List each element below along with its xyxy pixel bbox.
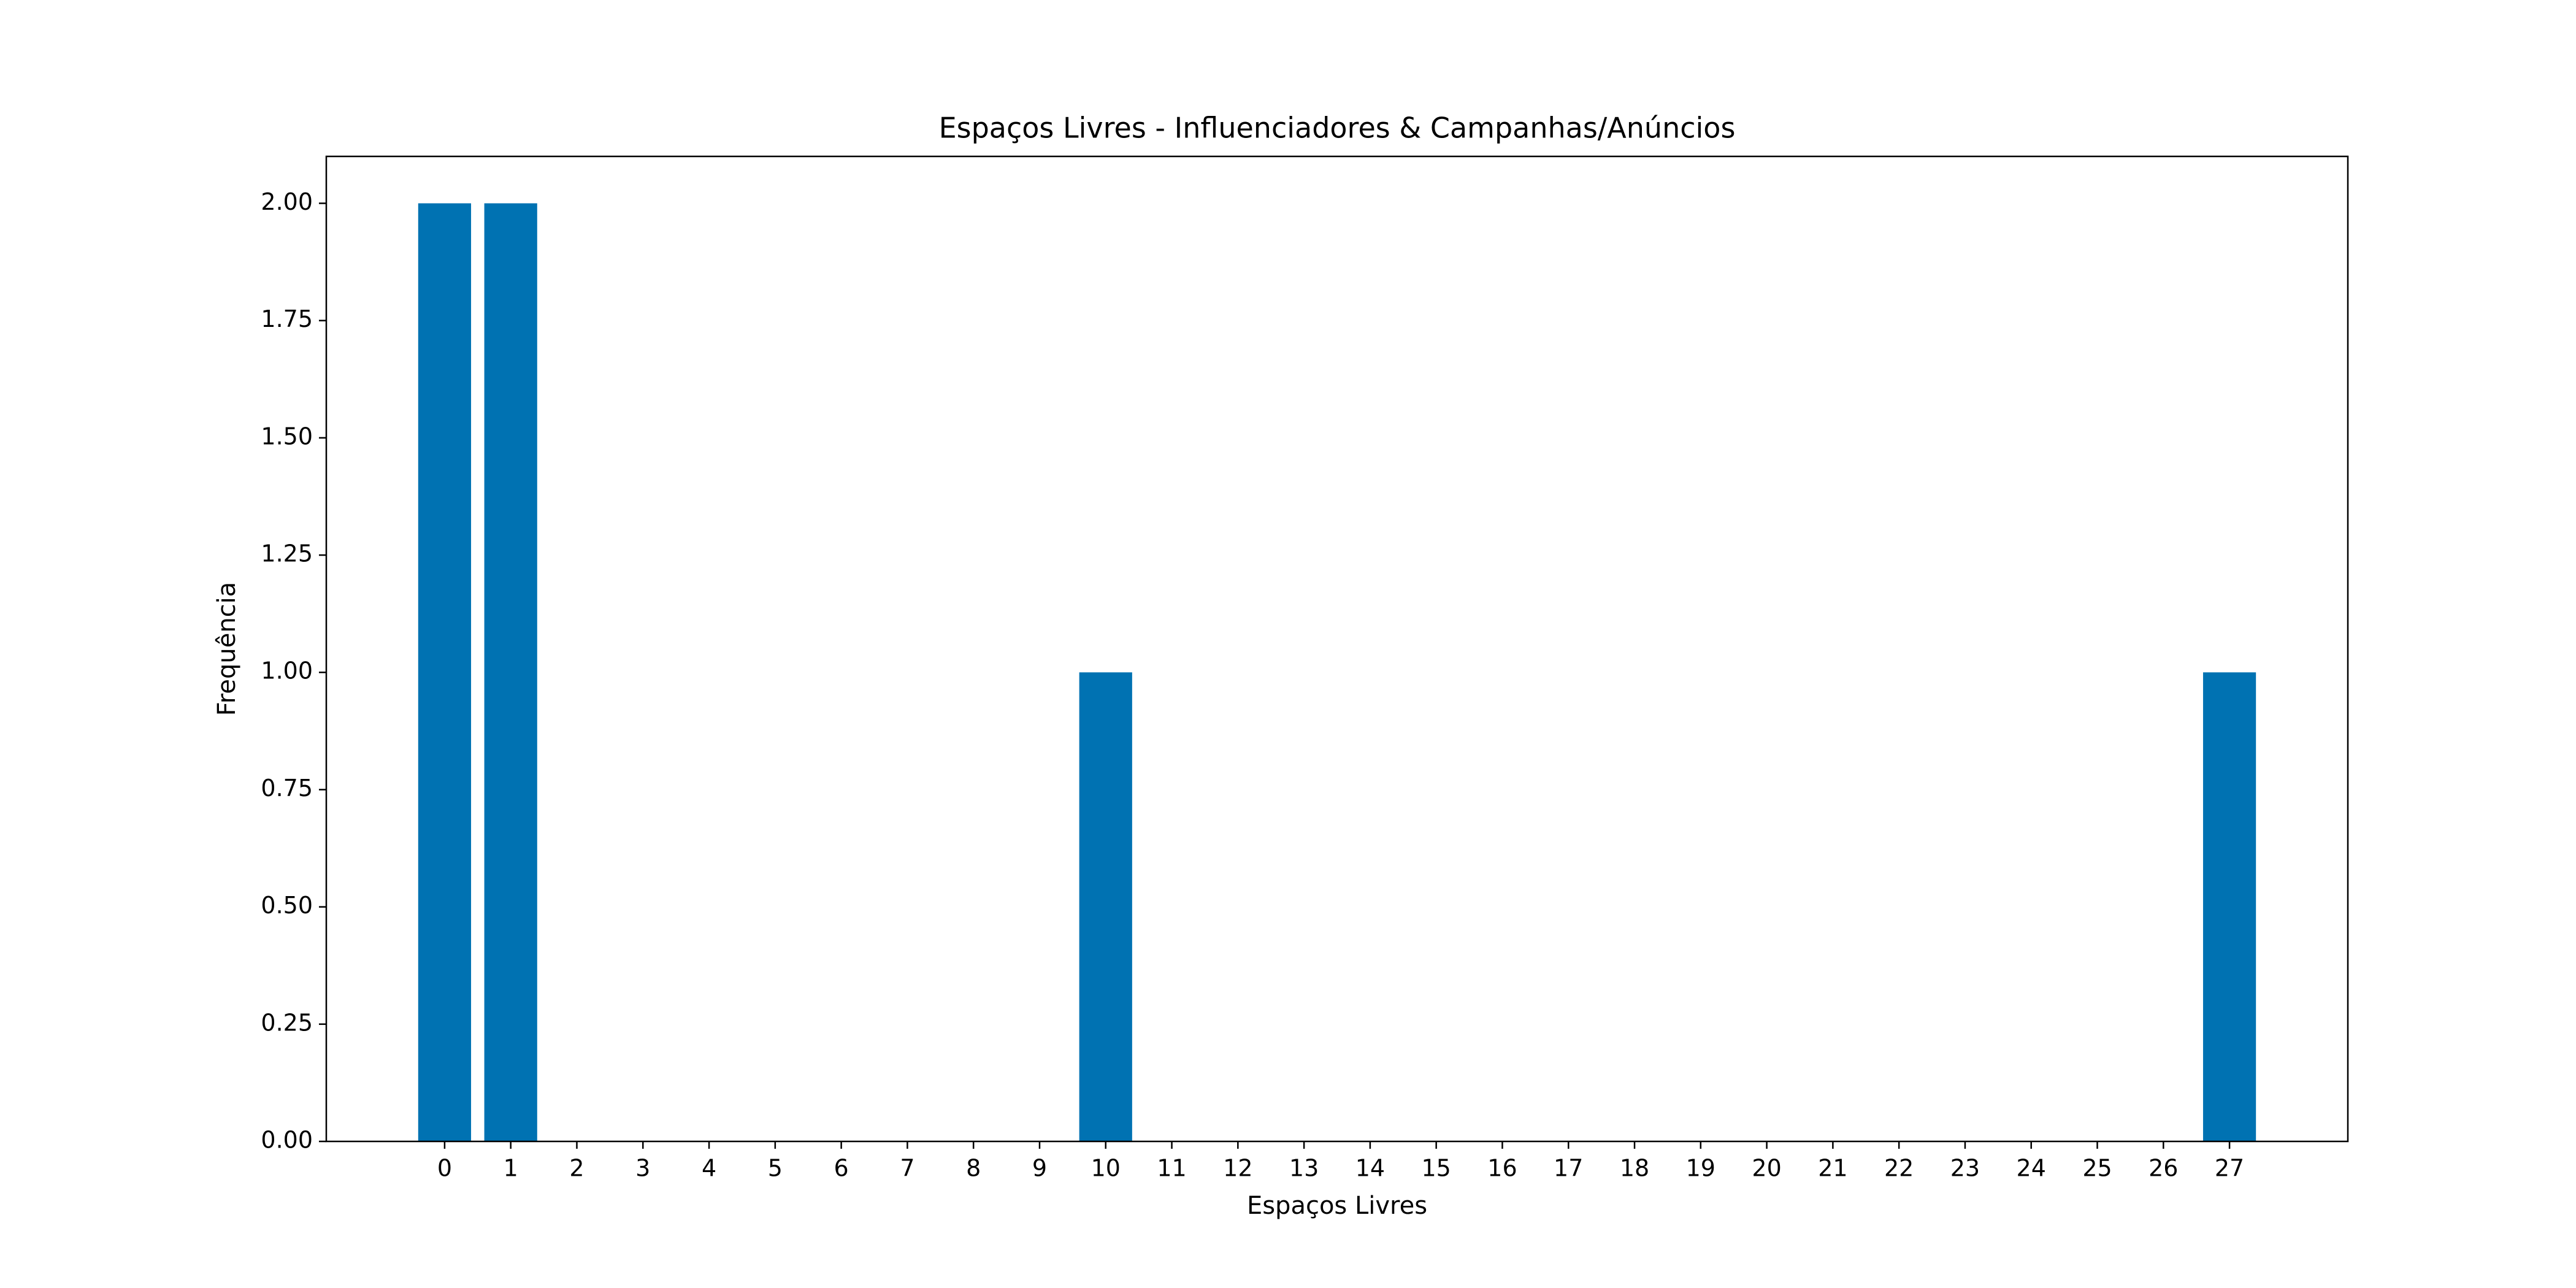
x-tick-label: 3 bbox=[635, 1155, 650, 1182]
x-tick-label: 27 bbox=[2215, 1155, 2244, 1182]
x-tick-label: 15 bbox=[1421, 1155, 1451, 1182]
x-tick-label: 8 bbox=[966, 1155, 981, 1182]
x-tick-label: 11 bbox=[1157, 1155, 1186, 1182]
x-tick-label: 13 bbox=[1289, 1155, 1319, 1182]
x-tick-label: 18 bbox=[1620, 1155, 1649, 1182]
x-tick-label: 14 bbox=[1355, 1155, 1385, 1182]
x-tick-label: 12 bbox=[1223, 1155, 1252, 1182]
y-tick-label: 1.75 bbox=[261, 305, 313, 332]
x-tick-label: 10 bbox=[1091, 1155, 1121, 1182]
y-tick-label: 0.25 bbox=[261, 1009, 313, 1036]
x-tick-label: 2 bbox=[569, 1155, 584, 1182]
x-tick-label: 9 bbox=[1032, 1155, 1047, 1182]
x-tick-label: 23 bbox=[1950, 1155, 1980, 1182]
x-tick-label: 6 bbox=[834, 1155, 849, 1182]
x-axis-label: Espaços Livres bbox=[1247, 1192, 1427, 1220]
x-tick-label: 26 bbox=[2149, 1155, 2178, 1182]
x-tick-label: 0 bbox=[437, 1155, 452, 1182]
bar bbox=[484, 203, 537, 1141]
y-axis-label: Frequência bbox=[213, 582, 241, 716]
x-tick-label: 21 bbox=[1818, 1155, 1847, 1182]
y-tick-label: 0.00 bbox=[261, 1127, 313, 1154]
x-tick-label: 1 bbox=[504, 1155, 518, 1182]
x-tick-label: 20 bbox=[1752, 1155, 1781, 1182]
chart-title: Espaços Livres - Influenciadores & Campa… bbox=[939, 112, 1736, 145]
bar bbox=[418, 203, 472, 1141]
y-tick-label: 2.00 bbox=[261, 188, 313, 215]
plot-frame bbox=[325, 155, 2349, 1143]
y-tick-label: 1.00 bbox=[261, 657, 313, 684]
y-tick-label: 1.25 bbox=[261, 540, 313, 567]
x-tick-label: 25 bbox=[2082, 1155, 2112, 1182]
x-tick-label: 16 bbox=[1487, 1155, 1517, 1182]
x-tick-label: 22 bbox=[1884, 1155, 1914, 1182]
x-tick-label: 7 bbox=[900, 1155, 914, 1182]
x-tick-label: 17 bbox=[1554, 1155, 1583, 1182]
y-tick-label: 1.50 bbox=[261, 423, 313, 450]
y-tick-label: 0.50 bbox=[261, 892, 313, 919]
y-tick-label: 0.75 bbox=[261, 775, 313, 802]
x-tick-label: 5 bbox=[768, 1155, 783, 1182]
x-tick-label: 24 bbox=[2017, 1155, 2046, 1182]
bar bbox=[1079, 672, 1132, 1141]
x-tick-label: 4 bbox=[702, 1155, 716, 1182]
bar bbox=[2202, 672, 2256, 1141]
x-tick-label: 19 bbox=[1686, 1155, 1715, 1182]
